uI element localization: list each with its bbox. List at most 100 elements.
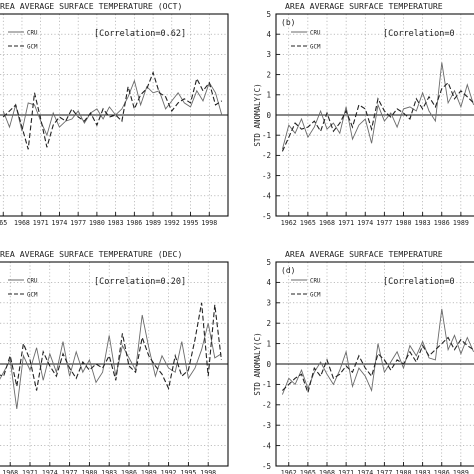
x-tick-label: 1995 (183, 219, 199, 227)
y-tick-label: 2 (266, 319, 271, 328)
legend-label: CRU (310, 279, 321, 285)
x-tick-label: 1974 (42, 469, 58, 474)
x-tick-label: 1983 (101, 469, 117, 474)
x-tick-label: 1965 (300, 219, 316, 227)
chart-title: AREA AVERAGE SURFACE TEMPERATURE (285, 1, 443, 11)
correlation-annotation: [Correlation=0 (383, 29, 455, 39)
series-line-gcm (0, 302, 222, 391)
chart-title: REA AVERAGE SURFACE TEMPERATURE (OCT) (0, 1, 182, 11)
x-tick-label: 1989 (453, 469, 469, 474)
series-line-cru (281, 62, 474, 150)
series-line-cru (0, 314, 222, 409)
legend-label: CRU (27, 279, 38, 285)
chart-title: AREA AVERAGE SURFACE TEMPERATURE (285, 249, 443, 259)
legend-label: GCM (310, 45, 321, 51)
x-tick-label: 1986 (434, 219, 450, 227)
x-tick-label: 1974 (357, 469, 373, 474)
x-tick-label: 1983 (415, 469, 431, 474)
y-tick-label: -4 (262, 441, 272, 450)
y-tick-label: -3 (262, 421, 271, 430)
legend-label: GCM (27, 45, 38, 51)
chart-title: REA AVERAGE SURFACE TEMPERATURE (DEC) (0, 249, 182, 259)
x-tick-label: 1971 (338, 219, 354, 227)
x-tick-label: 1986 (126, 219, 142, 227)
x-tick-label: 1983 (415, 219, 431, 227)
x-tick-label: 1980 (81, 469, 97, 474)
chart-panel-2: AREA AVERAGE SURFACE TEMPERATURE 5 4 3 2 1 0 -1… (253, 1, 474, 227)
correlation-annotation: [Correlation=0.62] (94, 29, 186, 39)
y-tick-label: -5 (262, 212, 271, 221)
plot-frame (0, 261, 229, 467)
panel-label: (d) (281, 266, 295, 275)
chart-panel-3: REA AVERAGE SURFACE TEMPERATURE (DEC) 196… (0, 249, 229, 474)
x-tick-label: 1980 (396, 469, 412, 474)
y-axis-label: STD ANOMALY(C) (253, 83, 262, 146)
y-tick-label: 3 (266, 50, 271, 59)
y-tick-label: -3 (262, 171, 271, 180)
y-tick-label: 0 (266, 111, 271, 120)
x-tick-label: 1971 (22, 469, 38, 474)
y-axis-label: STD ANOMALY(C) (253, 332, 262, 395)
x-tick-label: 1986 (434, 469, 450, 474)
x-tick-label: 1962 (281, 469, 297, 474)
x-tick-label: 1971 (33, 219, 49, 227)
x-tick-label: 1989 (453, 219, 469, 227)
x-tick-label: 1986 (121, 469, 137, 474)
y-tick-label: 0 (266, 360, 271, 369)
legend-label: CRU (27, 31, 38, 37)
y-tick-label: 4 (266, 30, 271, 39)
x-tick-label: 1998 (201, 219, 217, 227)
y-tick-label: 3 (266, 299, 271, 308)
x-tick-label: 1992 (164, 219, 180, 227)
y-tick-label: 5 (266, 10, 271, 19)
chart-panel-1: REA AVERAGE SURFACE TEMPERATURE (OCT) 65 1… (0, 1, 229, 227)
y-tick-label: -5 (262, 462, 271, 471)
x-tick-label: 1977 (70, 219, 86, 227)
legend-label: CRU (310, 31, 321, 37)
y-tick-label: 5 (266, 258, 271, 267)
y-tick-label: 4 (266, 278, 271, 287)
x-tick-label: 1995 (180, 469, 196, 474)
series-line-cru (281, 308, 474, 395)
series-line-cru (2, 79, 223, 137)
x-tick-label: 1977 (62, 469, 78, 474)
panel-label: (b) (281, 18, 295, 27)
plot-frame (0, 13, 229, 217)
legend-label: GCM (27, 293, 38, 299)
y-tick-label: 1 (266, 339, 271, 348)
y-tick-label: -2 (262, 401, 271, 410)
y-tick-label: -2 (262, 151, 271, 160)
y-tick-label: -1 (262, 380, 271, 389)
x-tick-label: 1968 (2, 469, 18, 474)
x-tick-label: 1980 (89, 219, 105, 227)
correlation-annotation: [Correlation=0 (383, 277, 455, 287)
x-tick-label: 1974 (51, 219, 67, 227)
series-line-gcm (281, 81, 474, 152)
x-tick-label: 1992 (161, 469, 177, 474)
x-tick-label: 1989 (141, 469, 157, 474)
chart-panel-4: AREA AVERAGE SURFACE TEMPERATURE 5 4 3 2 1 0 -1… (253, 249, 474, 474)
x-tick-label: 1977 (376, 469, 392, 474)
x-tick-label: 1968 (319, 219, 335, 227)
x-tick-label: 1974 (357, 219, 373, 227)
y-tick-label: -4 (262, 192, 272, 201)
x-tick-label: 1977 (376, 219, 392, 227)
x-tick-label: 1989 (145, 219, 161, 227)
correlation-annotation: [Correlation=0.20] (94, 277, 186, 287)
x-tick-label: 65 (0, 219, 7, 227)
x-tick-label: 1968 (319, 469, 335, 474)
x-tick-label: 1998 (200, 469, 216, 474)
x-tick-label: 1971 (338, 469, 354, 474)
x-tick-label: 1968 (14, 219, 30, 227)
series-line-gcm (282, 336, 474, 395)
x-tick-label: 1962 (281, 219, 297, 227)
series-line-gcm (2, 70, 223, 150)
x-tick-label: 1965 (300, 469, 316, 474)
y-tick-label: -1 (262, 131, 271, 140)
y-tick-label: 1 (266, 91, 271, 100)
x-tick-label: 1983 (108, 219, 124, 227)
legend-label: GCM (310, 293, 321, 299)
x-tick-label: 1980 (396, 219, 412, 227)
y-tick-label: 2 (266, 70, 271, 79)
